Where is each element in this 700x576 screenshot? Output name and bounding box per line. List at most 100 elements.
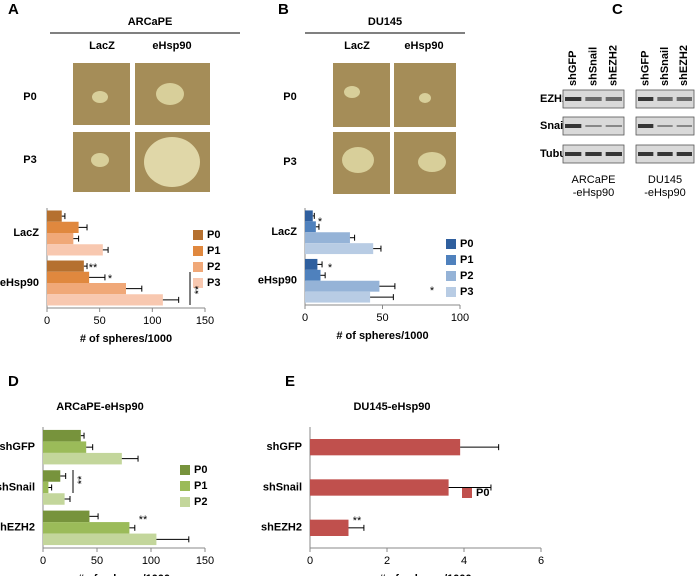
bar [43, 429, 81, 442]
panel-label: C [612, 1, 623, 18]
legend-swatch [446, 255, 456, 265]
bar [43, 481, 49, 494]
blot-band [657, 152, 673, 156]
blot-band [638, 124, 654, 128]
y-tick-label: eHsp90 [0, 277, 39, 289]
x-tick-label: 100 [142, 555, 160, 567]
bar [305, 269, 321, 281]
blot-band [565, 97, 582, 101]
blot-band [565, 124, 582, 128]
blot-band [676, 125, 692, 127]
legend-swatch [446, 287, 456, 297]
x-tick-label: 150 [196, 315, 214, 327]
bar [310, 479, 449, 496]
bar [47, 260, 84, 272]
x-axis-label: # of spheres/1000 [80, 333, 172, 345]
blot-band [676, 97, 692, 101]
blot-band [585, 152, 602, 156]
annotation: ** [76, 475, 88, 484]
legend-label: P0 [194, 464, 207, 476]
bar [43, 522, 130, 534]
legend-swatch [193, 262, 203, 272]
bar [305, 221, 316, 233]
legend-swatch [446, 239, 456, 249]
annotation: ** [193, 285, 205, 294]
lane-label: shSnail [659, 47, 671, 86]
micrographs [333, 63, 456, 194]
y-tick-label: shEZH2 [0, 522, 35, 534]
y-tick-label: shSnail [263, 481, 302, 493]
legend-label: P1 [207, 245, 220, 257]
blot-band [605, 97, 622, 101]
legend-label: P2 [460, 270, 473, 282]
legend-swatch [180, 497, 190, 507]
y-tick-label: LacZ [13, 227, 39, 239]
legend-swatch [193, 230, 203, 240]
row-label: P3 [23, 154, 36, 166]
blot-caption: -eHsp90 [573, 187, 615, 199]
bar [43, 493, 65, 505]
x-tick-label: 0 [40, 555, 46, 567]
x-tick-label: 50 [91, 555, 103, 567]
bar [43, 510, 90, 523]
x-tick-label: 100 [451, 312, 469, 324]
blot-band [676, 152, 692, 156]
blot-caption: -eHsp90 [644, 187, 686, 199]
blot-band [638, 152, 654, 156]
legend-swatch [180, 481, 190, 491]
panel-title: ARCaPE [128, 16, 173, 28]
lane-label: shEZH2 [678, 45, 690, 86]
blot-band [585, 97, 602, 101]
bar [47, 244, 103, 256]
bar [47, 221, 79, 233]
blot-band [605, 152, 622, 156]
bar [47, 271, 90, 283]
bar [43, 441, 87, 453]
blot-caption: ARCaPE [571, 174, 615, 186]
bar [305, 232, 350, 244]
x-tick-label: 100 [143, 315, 161, 327]
x-tick-label: 50 [94, 315, 106, 327]
column-label: LacZ [344, 40, 370, 52]
annotation: * [430, 285, 435, 297]
x-tick-label: 150 [196, 555, 214, 567]
annotation: * [328, 262, 333, 274]
bar [43, 470, 61, 482]
panel-label: D [8, 373, 19, 390]
blot-band [657, 125, 673, 127]
panel-label: A [8, 1, 19, 18]
legend-label: P3 [207, 277, 220, 289]
x-axis-label: # of spheres/1000 [379, 573, 471, 576]
blot-caption: DU145 [648, 174, 682, 186]
lane-label: shEZH2 [608, 45, 620, 86]
legend-label: P0 [460, 238, 473, 250]
bar [43, 533, 157, 546]
bar [310, 519, 349, 537]
bar [305, 280, 380, 292]
x-tick-label: 4 [461, 555, 467, 567]
bar [305, 243, 374, 255]
legend-swatch [446, 271, 456, 281]
x-tick-label: 6 [538, 555, 544, 567]
legend-swatch [193, 278, 203, 288]
bar [47, 283, 126, 295]
x-axis-label: # of spheres/1000 [78, 573, 170, 576]
bar [47, 210, 62, 222]
x-tick-label: 0 [307, 555, 313, 567]
lane-label: shGFP [567, 51, 579, 86]
lane-label: shGFP [640, 51, 652, 86]
blot-band [605, 125, 622, 127]
panel-title: DU145 [368, 16, 402, 28]
legend-label: P0 [476, 487, 489, 499]
x-tick-label: 2 [384, 555, 390, 567]
y-tick-label: shSnail [0, 481, 35, 493]
bar [43, 452, 122, 465]
x-tick-label: 0 [44, 315, 50, 327]
legend-swatch [180, 465, 190, 475]
legend-label: P1 [460, 254, 473, 266]
y-tick-label: shEZH2 [261, 522, 302, 534]
panel-label: B [278, 1, 289, 18]
band-label: EZH2 [540, 93, 568, 105]
